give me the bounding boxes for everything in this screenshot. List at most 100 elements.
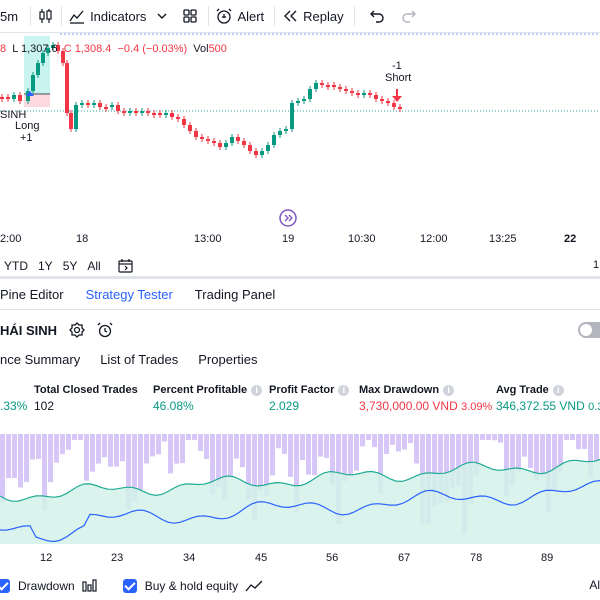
equity-line — [0, 459, 600, 502]
tab-properties[interactable]: Properties — [198, 351, 258, 367]
time-tick: 12:00 — [420, 233, 448, 245]
strategy-toggle[interactable] — [578, 322, 600, 338]
info-icon[interactable]: i — [443, 384, 455, 396]
range-all[interactable]: All — [87, 258, 101, 273]
redo-icon — [401, 8, 417, 24]
candle-body — [344, 89, 348, 91]
candle-body — [18, 95, 22, 101]
info-icon[interactable]: i — [552, 384, 564, 396]
candle-body — [140, 111, 144, 113]
info-icon[interactable]: i — [338, 384, 350, 396]
short-qty-label: -1 — [392, 60, 402, 72]
candle-body — [51, 45, 55, 48]
drawdown-bar — [570, 434, 575, 440]
candle-body — [314, 83, 318, 89]
redo-button[interactable] — [401, 0, 417, 33]
undo-button[interactable] — [369, 0, 385, 33]
indicators-icon — [68, 7, 86, 25]
time-tick: 13:25 — [489, 233, 517, 245]
candle-body — [41, 53, 45, 63]
drawdown-bars — [0, 434, 599, 534]
date-range-bar: YTD 1Y 5Y All — [0, 255, 600, 279]
layouts-button[interactable] — [182, 0, 198, 33]
indicators-label: Indicators — [90, 8, 147, 24]
settings-gear-icon[interactable] — [69, 322, 85, 338]
long-arrow-icon — [26, 91, 34, 96]
replay-button[interactable]: Replay — [281, 0, 344, 33]
metric-max-drawdown: Max Drawdown i 3,730,000.00 VND 3.09% — [359, 384, 492, 413]
tab-performance-summary[interactable]: nce Summary — [0, 351, 81, 367]
range-1y[interactable]: 1Y — [38, 258, 53, 273]
drawdown-bar — [474, 434, 479, 476]
right-fragment-button[interactable]: Al — [589, 578, 600, 592]
candle-body — [272, 135, 276, 145]
drawdown-bar — [492, 434, 497, 441]
price-chart-canvas[interactable] — [0, 33, 600, 255]
jump-to-realtime-button[interactable] — [279, 209, 297, 227]
short-label: Short — [385, 72, 412, 84]
calendar-range-icon[interactable] — [117, 258, 135, 274]
drawdown-bar — [504, 434, 509, 497]
tab-strategy-tester[interactable]: Strategy Tester — [85, 287, 173, 302]
range-5y[interactable]: 5Y — [62, 258, 78, 273]
candle-body — [128, 111, 132, 113]
drawdown-bar — [456, 434, 461, 487]
price-chart[interactable]: 8 L 1,307.6 C 1,308.4 −0.4 (−0.03%) Vol5… — [0, 33, 600, 255]
candle-body — [218, 143, 222, 147]
info-icon[interactable]: i — [251, 384, 263, 396]
drawdown-bar — [132, 434, 137, 502]
candle-body — [46, 48, 50, 53]
drawdown-bar — [240, 434, 245, 468]
tab-trading-panel[interactable]: Trading Panel — [194, 287, 276, 302]
candle-body — [380, 99, 384, 101]
candle-body — [74, 105, 78, 129]
buy-hold-checkbox[interactable] — [122, 579, 137, 593]
tab-list-of-trades[interactable]: List of Trades — [100, 351, 179, 367]
alert-button[interactable]: Alert — [215, 0, 264, 33]
indicators-button[interactable]: Indicators — [68, 0, 146, 33]
time-tick: 10:30 — [348, 233, 376, 245]
long-qty-label: +1 — [20, 132, 33, 144]
chart-type-button[interactable] — [37, 0, 55, 33]
candle-body — [116, 105, 120, 111]
candle-body — [308, 89, 312, 99]
drawdown-bar — [150, 434, 155, 457]
indicators-dropdown[interactable] — [156, 0, 168, 33]
drawdown-bar — [306, 434, 311, 475]
candle-body — [146, 111, 150, 113]
interval-button[interactable]: 5m — [0, 0, 18, 33]
equity-chart[interactable] — [0, 434, 600, 544]
candle-body — [110, 105, 114, 107]
drawdown-checkbox[interactable] — [0, 579, 10, 593]
drawdown-bar — [450, 434, 455, 488]
candle-body — [284, 129, 288, 131]
long-position-loss-zone — [24, 94, 50, 107]
buy-hold-label: Buy & hold equity — [144, 579, 239, 593]
tab-pine-editor[interactable]: Pine Editor — [0, 287, 64, 302]
drawdown-bar — [210, 434, 215, 495]
axis-tick: 12 — [40, 552, 53, 564]
drawdown-bar — [216, 434, 221, 488]
time-tick: 19 — [282, 233, 295, 245]
candle-body — [350, 91, 354, 93]
toolbar-divider — [353, 6, 355, 26]
drawdown-bar — [66, 434, 71, 450]
drawdown-bar — [522, 434, 527, 457]
candle-body — [134, 111, 138, 113]
drawdown-bar — [396, 434, 401, 452]
candle-body — [392, 103, 396, 107]
candle-body — [188, 125, 192, 131]
metric-value: 3,730,000.00 VND — [359, 399, 458, 413]
range-ytd[interactable]: YTD — [4, 258, 28, 273]
deep-backtest-icon[interactable] — [97, 322, 113, 338]
candle-body — [194, 131, 198, 137]
drawdown-bar — [330, 434, 335, 485]
time-tick: 1 — [593, 259, 600, 271]
drawdown-bar — [36, 434, 41, 459]
metric-net-profit: .33% — [0, 384, 27, 413]
axis-tick: 34 — [183, 552, 196, 564]
equity-chart-canvas[interactable] — [0, 434, 600, 544]
ohlc-legend: 8 L 1,307.6 C 1,308.4 −0.4 (−0.03%) Vol5… — [0, 43, 227, 55]
time-axis[interactable]: 2:00 18 13:00 19 10:30 12:00 13:25 22 1 — [0, 231, 600, 271]
replay-label: Replay — [303, 8, 344, 24]
